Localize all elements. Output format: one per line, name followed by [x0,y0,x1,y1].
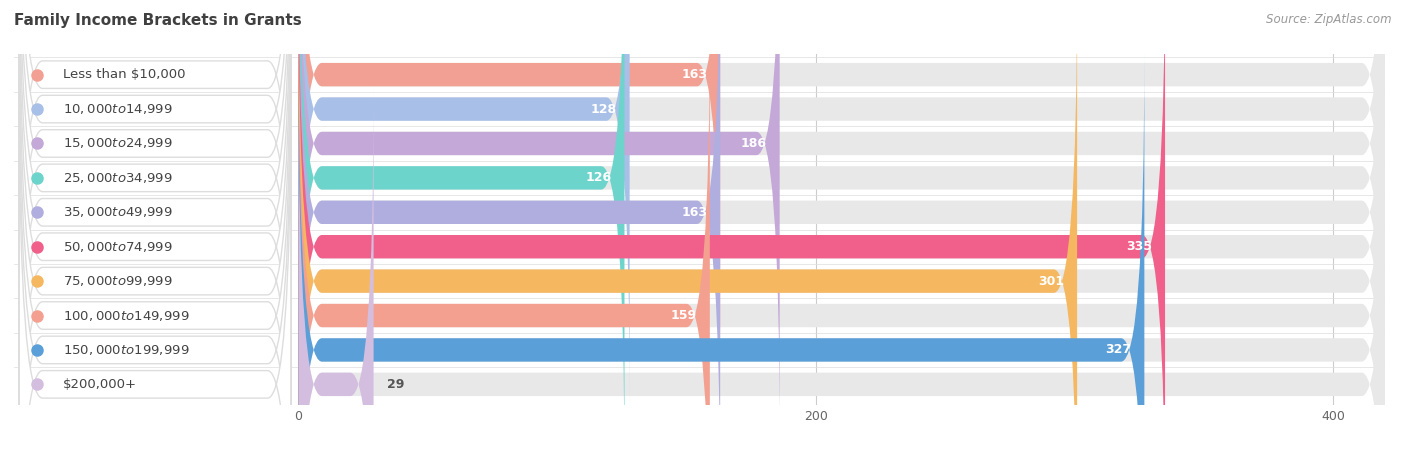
Text: 29: 29 [387,378,404,391]
FancyBboxPatch shape [20,0,291,450]
FancyBboxPatch shape [298,0,1077,450]
Text: $10,000 to $14,999: $10,000 to $14,999 [63,102,173,116]
Text: Less than $10,000: Less than $10,000 [63,68,186,81]
Text: $150,000 to $199,999: $150,000 to $199,999 [63,343,190,357]
Text: 327: 327 [1105,343,1132,356]
FancyBboxPatch shape [298,0,720,373]
FancyBboxPatch shape [20,0,291,450]
Text: 163: 163 [682,68,707,81]
Text: $15,000 to $24,999: $15,000 to $24,999 [63,136,173,150]
FancyBboxPatch shape [20,88,291,450]
FancyBboxPatch shape [298,0,1385,373]
Text: 159: 159 [671,309,697,322]
Text: Family Income Brackets in Grants: Family Income Brackets in Grants [14,14,302,28]
FancyBboxPatch shape [298,18,1385,450]
FancyBboxPatch shape [298,0,720,450]
FancyBboxPatch shape [298,18,710,450]
Text: Source: ZipAtlas.com: Source: ZipAtlas.com [1267,14,1392,27]
Text: $200,000+: $200,000+ [63,378,138,391]
FancyBboxPatch shape [298,52,1385,450]
Text: $35,000 to $49,999: $35,000 to $49,999 [63,205,173,219]
FancyBboxPatch shape [20,0,291,439]
FancyBboxPatch shape [298,0,1385,450]
FancyBboxPatch shape [298,86,1385,450]
FancyBboxPatch shape [298,52,1144,450]
FancyBboxPatch shape [298,0,630,407]
Text: 301: 301 [1038,274,1064,288]
FancyBboxPatch shape [298,0,1385,441]
Text: $25,000 to $34,999: $25,000 to $34,999 [63,171,173,185]
FancyBboxPatch shape [20,0,291,371]
FancyBboxPatch shape [20,0,291,405]
FancyBboxPatch shape [298,0,780,441]
FancyBboxPatch shape [298,86,374,450]
Text: $100,000 to $149,999: $100,000 to $149,999 [63,309,190,323]
FancyBboxPatch shape [20,0,291,450]
Text: 163: 163 [682,206,707,219]
FancyBboxPatch shape [20,20,291,450]
Text: 186: 186 [741,137,766,150]
FancyBboxPatch shape [298,0,1385,407]
FancyBboxPatch shape [298,0,624,450]
FancyBboxPatch shape [20,0,291,450]
FancyBboxPatch shape [298,0,1385,450]
Text: 126: 126 [585,171,612,184]
FancyBboxPatch shape [298,0,1385,450]
Text: 335: 335 [1126,240,1152,253]
Text: $75,000 to $99,999: $75,000 to $99,999 [63,274,173,288]
FancyBboxPatch shape [298,0,1385,450]
Text: 128: 128 [591,103,617,116]
FancyBboxPatch shape [298,0,1166,450]
Text: $50,000 to $74,999: $50,000 to $74,999 [63,240,173,254]
FancyBboxPatch shape [20,54,291,450]
